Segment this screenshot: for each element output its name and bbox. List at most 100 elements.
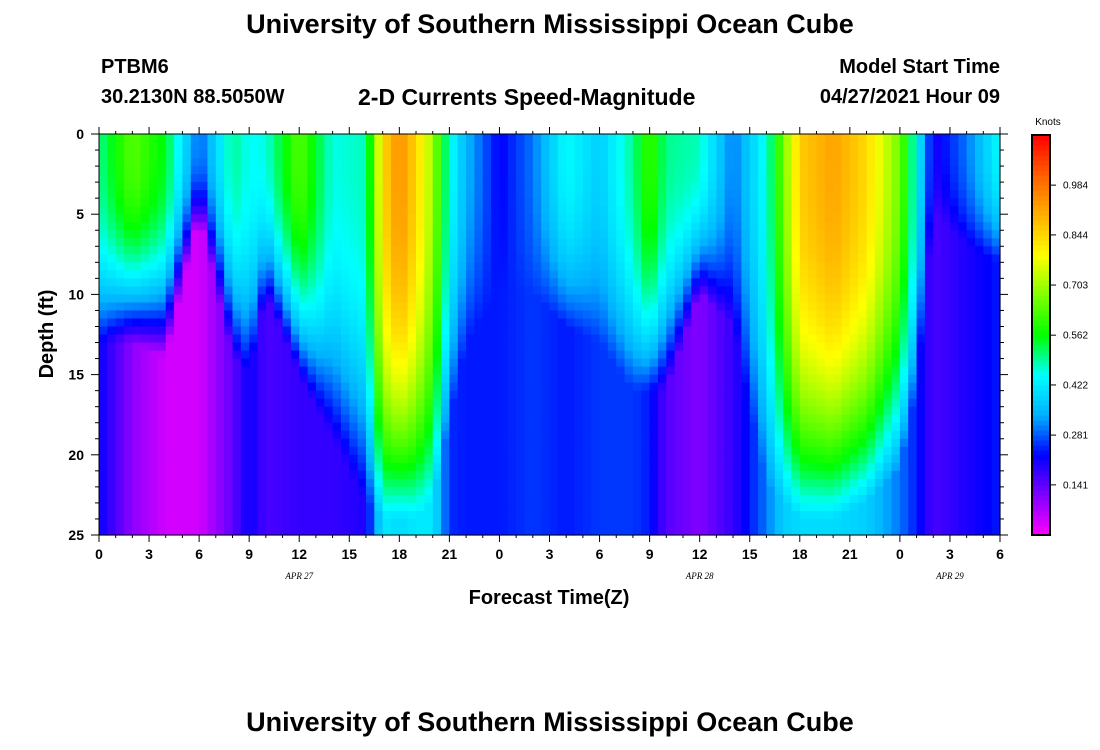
heatmap-cell [365, 294, 375, 304]
heatmap-cell [307, 174, 317, 183]
heatmap-cell [974, 310, 984, 320]
heatmap-cell [966, 366, 976, 376]
heatmap-cell [499, 318, 509, 328]
heatmap-cell [799, 166, 809, 175]
heatmap-cell [365, 142, 375, 151]
heatmap-cell [666, 454, 676, 464]
heatmap-cell [315, 398, 325, 408]
heatmap-cell [265, 214, 275, 223]
heatmap-cell [699, 462, 709, 472]
heatmap-cell [883, 310, 893, 320]
heatmap-cell [424, 302, 434, 312]
heatmap-cell [699, 406, 709, 416]
heatmap-cell [182, 214, 192, 223]
heatmap-cell [733, 286, 742, 295]
heatmap-cell [457, 270, 467, 279]
heatmap-cell [891, 438, 901, 448]
heatmap-cell [691, 342, 701, 352]
heatmap-cell [824, 446, 834, 456]
heatmap-cell [315, 190, 325, 199]
heatmap-cell [340, 294, 350, 304]
heatmap-cell [507, 446, 517, 456]
heatmap-cell [933, 374, 943, 384]
heatmap-cell [657, 334, 667, 344]
heatmap-cell [949, 326, 959, 336]
heatmap-cell [591, 270, 601, 279]
heatmap-cell [916, 342, 926, 352]
heatmap-cell [716, 406, 726, 416]
heatmap-cell [974, 134, 984, 143]
heatmap-cell [290, 334, 300, 344]
heatmap-cell [307, 206, 317, 215]
heatmap-cell [724, 174, 734, 183]
heatmap-cell [724, 182, 734, 191]
heatmap-cell [407, 286, 417, 295]
heatmap-cell [299, 478, 309, 488]
heatmap-cell [407, 190, 417, 199]
heatmap-cell [207, 478, 217, 488]
heatmap-cell [858, 318, 868, 328]
heatmap-cell [357, 190, 367, 199]
heatmap-cell [816, 174, 826, 183]
heatmap-cell [324, 342, 334, 352]
heatmap-cell [833, 222, 843, 231]
heatmap-cell [674, 246, 684, 255]
heatmap-cell [766, 302, 776, 312]
heatmap-cell [849, 206, 859, 215]
heatmap-cell [949, 286, 959, 295]
heatmap-cell [849, 270, 859, 279]
heatmap-cell [124, 462, 133, 472]
heatmap-cell [816, 350, 826, 360]
heatmap-cell [149, 238, 158, 247]
heatmap-cell [691, 198, 701, 207]
heatmap-cell [224, 414, 234, 424]
heatmap-cell [282, 374, 292, 384]
heatmap-cell [249, 190, 259, 199]
heatmap-cell [866, 422, 876, 432]
heatmap-cell [532, 430, 542, 440]
heatmap-cell [374, 142, 384, 151]
heatmap-cell [733, 430, 742, 440]
heatmap-cell [257, 254, 267, 263]
heatmap-cell [249, 422, 259, 432]
heatmap-cell [165, 230, 175, 239]
heatmap-cell [399, 158, 409, 167]
heatmap-cell [733, 310, 742, 320]
heatmap-cell [424, 134, 434, 143]
heatmap-cell [899, 270, 909, 279]
heatmap-cell [799, 414, 809, 424]
heatmap-cell [399, 230, 409, 239]
heatmap-cell [924, 470, 934, 480]
heatmap-cell [399, 438, 409, 448]
heatmap-cell [532, 382, 542, 392]
heatmap-cell [407, 454, 417, 464]
heatmap-cell [165, 374, 175, 384]
heatmap-cell [566, 246, 576, 255]
heatmap-cell [833, 350, 843, 360]
heatmap-cell [566, 174, 576, 183]
heatmap-cell [966, 214, 976, 223]
heatmap-cell [891, 150, 901, 159]
heatmap-cell [424, 318, 434, 328]
heatmap-cell [299, 374, 309, 384]
heatmap-cell [132, 294, 142, 304]
heatmap-cell [449, 230, 459, 239]
heatmap-cell [941, 406, 951, 416]
heatmap-cell [390, 390, 400, 400]
heatmap-cell [107, 334, 117, 344]
heatmap-cell [215, 198, 225, 207]
heatmap-cell [249, 382, 259, 392]
heatmap-cell [182, 134, 192, 143]
heatmap-cell [766, 174, 776, 183]
heatmap-cell [641, 190, 651, 199]
heatmap-cell [983, 422, 993, 432]
heatmap-cell [107, 342, 117, 352]
heatmap-cell [482, 214, 492, 223]
heatmap-cell [916, 430, 926, 440]
heatmap-cell [908, 342, 918, 352]
heatmap-cell [691, 454, 701, 464]
heatmap-cell [249, 478, 259, 488]
heatmap-cell [574, 150, 584, 159]
heatmap-cell [641, 374, 651, 384]
heatmap-cell [799, 318, 809, 328]
